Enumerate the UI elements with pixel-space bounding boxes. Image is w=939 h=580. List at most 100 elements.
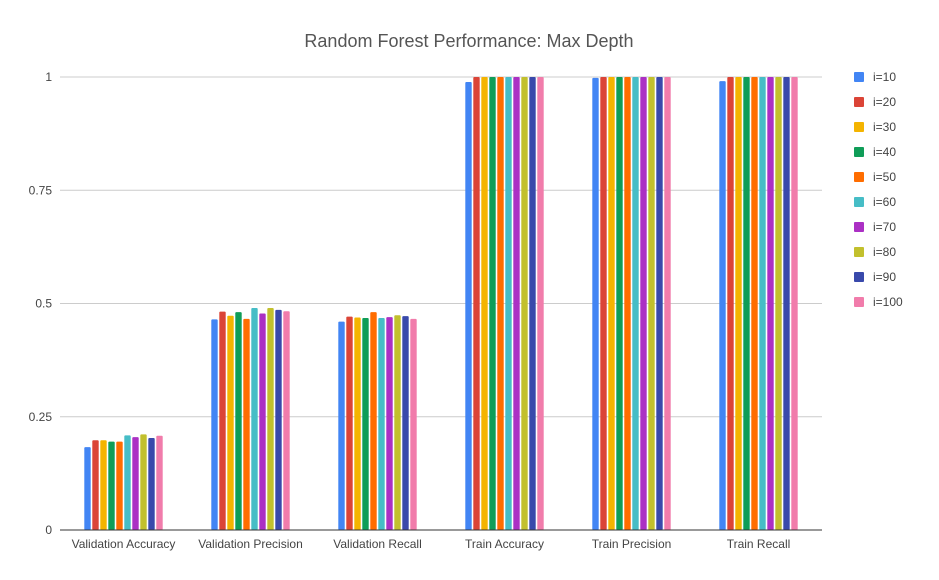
legend-swatch [854,297,864,307]
bar-i-30-4 [608,77,615,530]
bar-i-80-2 [394,315,401,530]
legend: i=10 i=20 i=30 i=40 i=50 i=60 i=70 i=80 i=90 i=10… [854,70,903,309]
legend-swatch [854,122,864,132]
bar-i-30-0 [100,440,107,530]
bars [84,77,798,530]
bar-i-20-2 [346,316,353,530]
bar-i-50-1 [243,318,250,530]
bar-i-90-5 [783,77,790,530]
bar-i-80-5 [775,77,782,530]
bar-i-80-3 [521,77,528,530]
legend-swatch [854,222,864,232]
bar-i-20-5 [727,77,734,530]
bar-i-10-1 [211,319,218,530]
chart-title: Random Forest Performance: Max Depth [304,31,633,51]
bar-i-100-4 [664,77,671,530]
bar-i-40-5 [743,77,750,530]
bar-i-50-2 [370,312,377,530]
bar-i-60-1 [251,308,258,530]
bar-i-70-1 [259,313,266,530]
bar-i-10-3 [465,81,472,530]
legend-label: i=10 [873,70,896,84]
bar-i-10-0 [84,447,91,530]
bar-i-90-4 [656,77,663,530]
bar-i-60-4 [632,77,639,530]
bar-i-90-0 [148,438,155,530]
y-axis-ticks: 0 0.25 0.5 0.75 1 [29,70,53,537]
bar-i-40-0 [108,441,115,530]
legend-swatch [854,247,864,257]
bar-i-40-4 [616,77,623,530]
bar-i-30-1 [227,315,234,530]
legend-item: i=10 [854,70,896,84]
bar-i-20-4 [600,77,607,530]
bar-i-90-1 [275,309,282,530]
gridlines [60,76,822,418]
legend-label: i=90 [873,270,896,284]
bar-i-60-5 [759,77,766,530]
bar-i-30-5 [735,77,742,530]
legend-swatch [854,72,864,82]
bar-i-100-0 [156,435,163,530]
legend-swatch [854,147,864,157]
bar-i-50-3 [497,77,504,530]
y-tick-label: 1 [45,70,52,84]
bar-i-10-2 [338,321,345,530]
bar-i-50-4 [624,77,631,530]
bar-i-100-2 [410,318,417,530]
bar-i-30-2 [354,317,361,530]
bar-i-70-3 [513,77,520,530]
legend-swatch [854,172,864,182]
bar-i-80-0 [140,434,147,530]
legend-item: i=40 [854,145,896,159]
bar-i-100-5 [791,77,798,530]
bar-i-70-2 [386,317,393,530]
legend-swatch [854,272,864,282]
bar-i-20-1 [219,311,226,530]
x-category-label: Validation Precision [198,537,303,551]
legend-label: i=60 [873,195,896,209]
legend-item: i=60 [854,195,896,209]
bar-i-70-0 [132,437,139,530]
bar-i-70-4 [640,77,647,530]
legend-label: i=80 [873,245,896,259]
bar-i-10-5 [719,81,726,530]
bar-i-10-4 [592,77,599,530]
bar-i-60-2 [378,318,385,530]
bar-i-60-3 [505,77,512,530]
legend-label: i=100 [873,295,903,309]
legend-swatch [854,197,864,207]
legend-item: i=80 [854,245,896,259]
bar-i-90-3 [529,77,536,530]
bar-i-50-5 [751,77,758,530]
legend-label: i=50 [873,170,896,184]
bar-i-100-1 [283,311,290,530]
bar-i-80-1 [267,308,274,530]
legend-swatch [854,97,864,107]
legend-label: i=20 [873,95,896,109]
legend-item: i=30 [854,120,896,134]
bar-i-60-0 [124,435,131,530]
legend-item: i=20 [854,95,896,109]
legend-item: i=100 [854,295,903,309]
x-category-label: Train Accuracy [465,537,544,551]
legend-label: i=40 [873,145,896,159]
bar-i-20-0 [92,440,99,530]
bar-i-70-5 [767,77,774,530]
bar-i-30-3 [481,77,488,530]
bar-i-90-2 [402,316,409,530]
x-axis-labels: Validation Accuracy Validation Precision V… [72,537,791,551]
bar-i-40-2 [362,318,369,530]
x-category-label: Train Precision [592,537,672,551]
bar-i-50-0 [116,441,123,530]
bar-i-40-1 [235,312,242,530]
legend-item: i=70 [854,220,896,234]
legend-label: i=70 [873,220,896,234]
legend-label: i=30 [873,120,896,134]
x-category-label: Validation Accuracy [72,537,176,551]
bar-i-40-3 [489,77,496,530]
y-tick-label: 0 [45,523,52,537]
y-tick-label: 0.25 [29,410,53,424]
bar-i-80-4 [648,77,655,530]
